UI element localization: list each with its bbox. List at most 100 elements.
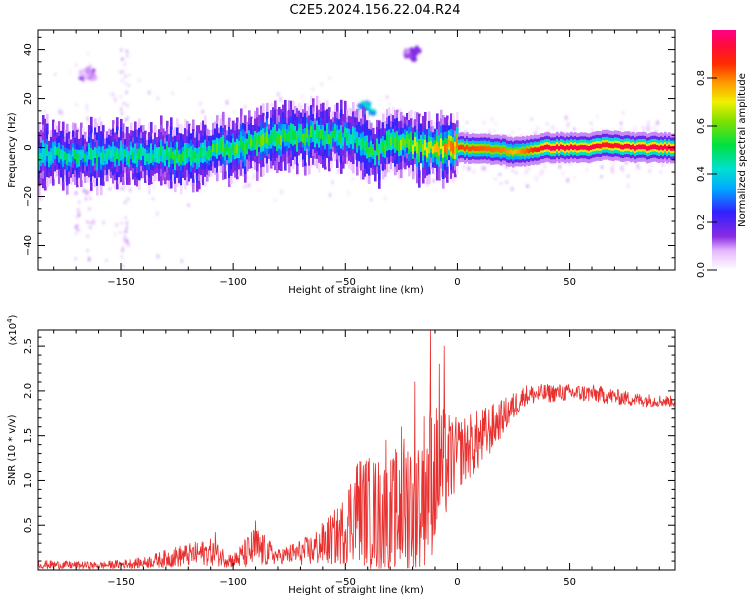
heatmap-cell bbox=[588, 146, 591, 151]
heatmap-cell bbox=[266, 132, 269, 144]
heatmap-cell bbox=[524, 149, 527, 155]
heatmap-cell bbox=[178, 154, 181, 162]
heatmap-cell bbox=[284, 129, 287, 141]
heatmap-cell bbox=[326, 128, 329, 139]
heatmap-streak bbox=[89, 221, 92, 225]
heatmap-cell bbox=[180, 153, 183, 165]
heatmap-cell bbox=[336, 130, 339, 141]
heatmap-streak bbox=[125, 90, 128, 94]
snr-series-line bbox=[38, 330, 675, 570]
heatmap-cell bbox=[186, 148, 189, 159]
heatmap-cell bbox=[206, 150, 209, 160]
heatmap-speck bbox=[399, 109, 402, 113]
heatmap-speck bbox=[622, 111, 625, 115]
heatmap-cell bbox=[98, 146, 101, 158]
y-tick-label: 20 bbox=[23, 92, 34, 105]
heatmap-streak bbox=[123, 237, 126, 241]
heatmap-cell bbox=[196, 153, 199, 164]
heatmap-cell bbox=[294, 130, 297, 140]
heatmap-speck bbox=[193, 184, 197, 190]
heatmap-streak bbox=[78, 229, 81, 233]
heatmap-speck bbox=[627, 175, 630, 178]
heatmap-cell bbox=[228, 146, 231, 158]
heatmap-cell bbox=[222, 140, 225, 152]
heatmap-cell bbox=[106, 152, 109, 161]
heatmap-feature-blob bbox=[85, 66, 91, 75]
heatmap-cell bbox=[322, 130, 325, 141]
heatmap-cell bbox=[410, 136, 413, 147]
heatmap-cell bbox=[320, 129, 323, 139]
heatmap-streak bbox=[88, 207, 91, 211]
heatmap-cell bbox=[60, 149, 63, 160]
heatmap-speck bbox=[520, 134, 523, 137]
x-tick-label: −100 bbox=[219, 577, 246, 588]
heatmap-cell bbox=[240, 136, 243, 148]
heatmap-cell bbox=[324, 135, 327, 145]
heatmap-speck bbox=[535, 176, 538, 181]
heatmap-speck bbox=[156, 254, 160, 259]
heatmap-cell bbox=[584, 144, 587, 150]
heatmap-cell bbox=[272, 131, 275, 141]
heatmap-cell bbox=[356, 136, 359, 148]
snr-y-multiplier: (x104) bbox=[6, 314, 19, 345]
heatmap-cell bbox=[302, 133, 305, 143]
heatmap-cell bbox=[64, 151, 67, 160]
heatmap-speck bbox=[270, 103, 274, 107]
heatmap-cell bbox=[418, 144, 421, 157]
heatmap-cell bbox=[630, 145, 633, 150]
heatmap-cell bbox=[164, 153, 167, 162]
heatmap-speck bbox=[482, 120, 486, 125]
heatmap-speck bbox=[108, 92, 111, 95]
heatmap-speck bbox=[447, 178, 451, 182]
heatmap-cell bbox=[172, 151, 175, 160]
heatmap-streak bbox=[76, 224, 79, 228]
heatmap-speck bbox=[500, 133, 503, 138]
heatmap-cell bbox=[594, 144, 597, 149]
heatmap-speck bbox=[248, 183, 251, 188]
heatmap-cell bbox=[576, 145, 579, 151]
heatmap-speck bbox=[58, 108, 62, 114]
heatmap-cell bbox=[104, 152, 107, 161]
heatmap-cell bbox=[644, 144, 647, 150]
heatmap-speck bbox=[619, 127, 623, 131]
x-tick-label: 50 bbox=[563, 577, 576, 588]
heatmap-cell bbox=[454, 146, 457, 155]
heatmap-cell bbox=[636, 144, 639, 150]
heatmap-speck bbox=[107, 182, 110, 185]
heatmap-cell bbox=[586, 145, 589, 151]
heatmap-cell bbox=[470, 146, 473, 152]
heatmap-cell bbox=[388, 134, 391, 145]
heatmap-cell bbox=[386, 135, 389, 146]
heatmap-cell bbox=[338, 133, 341, 142]
heatmap-cell bbox=[244, 143, 247, 155]
heatmap-speck bbox=[279, 96, 282, 102]
heatmap-speck bbox=[566, 178, 569, 183]
heatmap-speck bbox=[630, 129, 634, 134]
heatmap-speck bbox=[499, 182, 503, 185]
heatmap-cell bbox=[438, 146, 441, 156]
heatmap-speck bbox=[511, 186, 514, 192]
heatmap-cell bbox=[352, 132, 355, 144]
heatmap-feature-blob bbox=[405, 48, 410, 55]
heatmap-cell bbox=[434, 144, 437, 153]
heatmap-cell bbox=[260, 135, 263, 147]
y-tick-label: −20 bbox=[23, 186, 34, 207]
heatmap-cell bbox=[70, 154, 73, 163]
heatmap-cell bbox=[580, 144, 583, 150]
heatmap-cell bbox=[192, 150, 195, 162]
heatmap-cell bbox=[308, 135, 311, 146]
spectrogram-panel: −150 −100 −50 0 50 −40 −20 0 20 40 Height of stra… bbox=[7, 29, 676, 296]
heatmap-feature-blob bbox=[91, 68, 96, 73]
x-tick-label: 50 bbox=[563, 277, 576, 288]
heatmap-speck bbox=[648, 169, 651, 173]
heatmap-speck bbox=[472, 169, 475, 174]
heatmap-speck bbox=[633, 125, 636, 129]
colorbar-tick-label: 0.0 bbox=[696, 262, 707, 278]
heatmap-speck bbox=[518, 128, 521, 131]
heatmap-cell bbox=[152, 153, 155, 162]
heatmap-cell bbox=[116, 147, 119, 159]
heatmap-speck bbox=[331, 180, 334, 184]
heatmap-cell bbox=[280, 135, 283, 145]
colorbar-tick-label: 0.2 bbox=[696, 214, 707, 230]
heatmap-cell bbox=[108, 148, 111, 156]
